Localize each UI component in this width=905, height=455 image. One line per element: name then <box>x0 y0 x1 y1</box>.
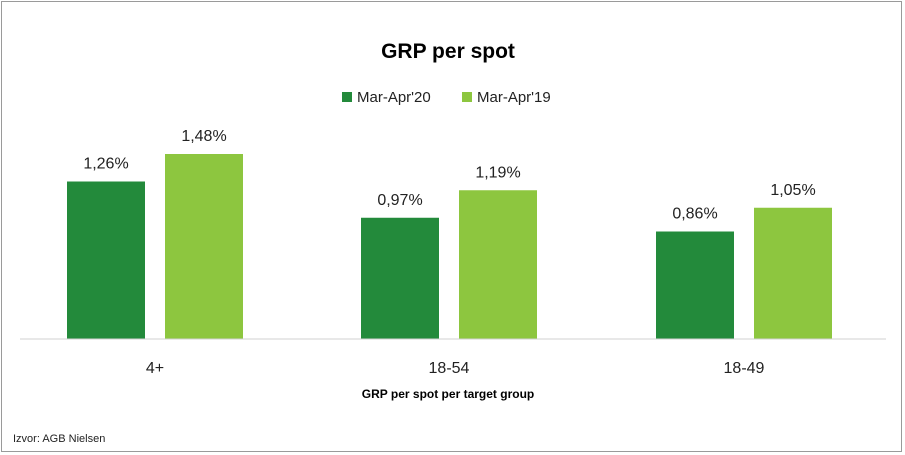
source-note: Izvor: AGB Nielsen <box>13 433 105 445</box>
bar-18-54-series-1 <box>361 217 439 339</box>
data-label-18-49-series-1: 0,86% <box>672 206 717 223</box>
data-label-18-54-series-2: 1,19% <box>475 164 520 181</box>
bar-4+-series-1 <box>67 181 145 339</box>
bars-group <box>67 154 832 339</box>
bar-18-49-series-1 <box>656 231 734 339</box>
legend-label-series-1: Mar-Apr'20 <box>357 89 431 106</box>
bar-4+-series-2 <box>165 154 243 339</box>
x-axis-title: GRP per spot per target group <box>362 387 534 401</box>
data-label-4+-series-2: 1,48% <box>181 128 226 145</box>
x-tick-label-18-54: 18-54 <box>429 360 470 377</box>
bar-18-54-series-2 <box>459 190 537 339</box>
x-tick-labels: 4+ 18-54 18-49 <box>146 360 765 377</box>
bar-18-49-series-2 <box>754 207 832 339</box>
legend: Mar-Apr'20 Mar-Apr'19 <box>342 89 551 106</box>
data-label-18-49-series-2: 1,05% <box>770 182 815 199</box>
legend-swatch-series-2 <box>462 92 472 102</box>
chart-title: GRP per spot <box>381 40 515 63</box>
x-tick-label-18-49: 18-49 <box>724 360 765 377</box>
x-tick-label-4+: 4+ <box>146 360 164 377</box>
data-label-18-54-series-1: 0,97% <box>377 192 422 209</box>
data-labels-group: 1,26% 1,48% 0,97% 1,19% 0,86% 1,05% <box>83 128 815 223</box>
data-label-4+-series-1: 1,26% <box>83 156 128 173</box>
legend-label-series-2: Mar-Apr'19 <box>477 89 551 106</box>
legend-swatch-series-1 <box>342 92 352 102</box>
